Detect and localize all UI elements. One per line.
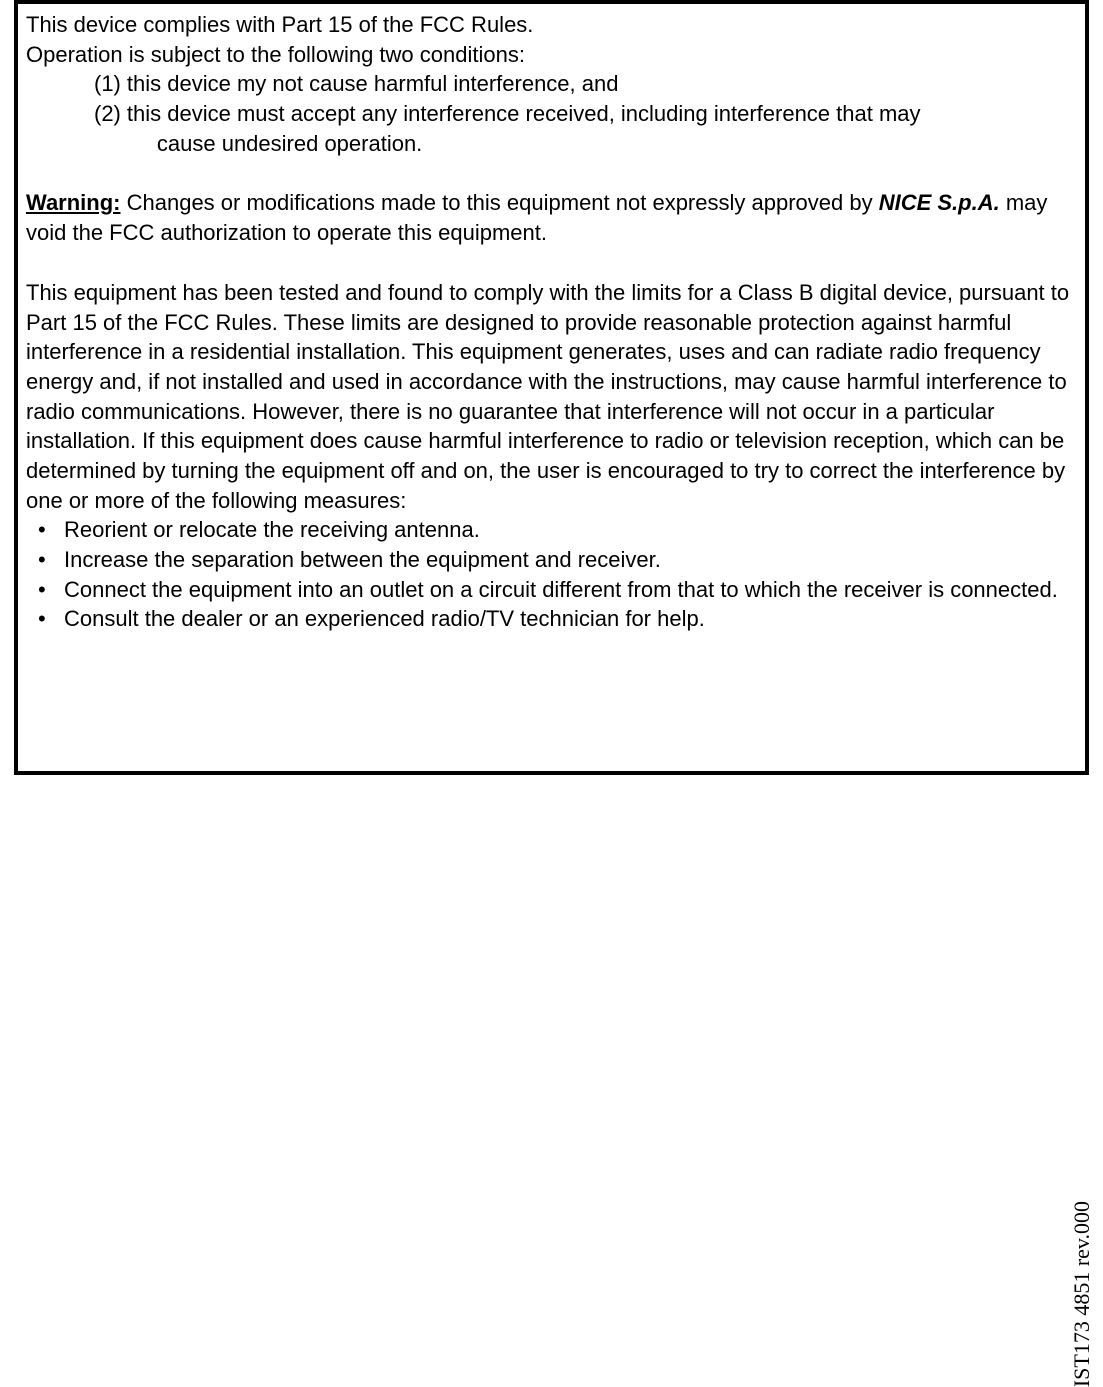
body-paragraph: This equipment has been tested and found…	[26, 278, 1077, 516]
measure-text-1: Reorient or relocate the receiving anten…	[64, 515, 1077, 545]
intro-line-1: This device complies with Part 15 of the…	[26, 10, 1077, 40]
warning-paragraph: Warning: Changes or modifications made t…	[26, 188, 1077, 247]
condition-2-number: (2)	[94, 99, 121, 158]
condition-2-text-line2: cause undesired operation.	[157, 129, 1077, 159]
bullet-dot-icon: •	[36, 545, 64, 575]
document-frame: This device complies with Part 15 of the…	[14, 0, 1089, 775]
condition-2-text: this device must accept any interference…	[127, 99, 1077, 158]
bullet-dot-icon: •	[36, 515, 64, 545]
bullet-dot-icon: •	[36, 575, 64, 605]
condition-1-number: (1)	[94, 69, 121, 99]
measure-text-4: Consult the dealer or an experienced rad…	[64, 604, 1077, 634]
spacer-2	[26, 248, 1077, 278]
measure-item-1: • Reorient or relocate the receiving ant…	[36, 515, 1077, 545]
measure-item-2: • Increase the separation between the eq…	[36, 545, 1077, 575]
measure-text-2: Increase the separation between the equi…	[64, 545, 1077, 575]
warning-label: Warning:	[26, 190, 121, 215]
measure-item-3: • Connect the equipment into an outlet o…	[36, 575, 1077, 605]
measure-text-3: Connect the equipment into an outlet on …	[64, 575, 1077, 605]
measures-list: • Reorient or relocate the receiving ant…	[36, 515, 1077, 634]
document-id-label: IST173 4851 rev.000	[1069, 1201, 1095, 1387]
condition-2-text-line1: this device must accept any interference…	[127, 101, 921, 126]
warning-text-before: Changes or modifications made to this eq…	[121, 190, 879, 215]
company-name: NICE S.p.A.	[879, 190, 1000, 215]
condition-1-text: this device my not cause harmful interfe…	[127, 69, 1077, 99]
condition-1: (1) this device my not cause harmful int…	[94, 69, 1077, 99]
bullet-dot-icon: •	[36, 604, 64, 634]
spacer-1	[26, 158, 1077, 188]
condition-2: (2) this device must accept any interfer…	[94, 99, 1077, 158]
intro-line-2: Operation is subject to the following tw…	[26, 40, 1077, 70]
conditions-list: (1) this device my not cause harmful int…	[94, 69, 1077, 158]
measure-item-4: • Consult the dealer or an experienced r…	[36, 604, 1077, 634]
